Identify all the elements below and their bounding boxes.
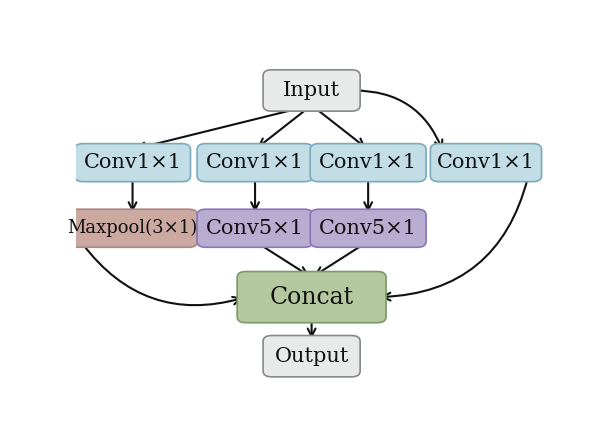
FancyBboxPatch shape	[75, 144, 190, 181]
FancyBboxPatch shape	[310, 209, 426, 247]
Text: Maxpool(3×1): Maxpool(3×1)	[67, 219, 198, 237]
Text: Output: Output	[274, 347, 349, 366]
FancyBboxPatch shape	[197, 144, 313, 181]
Text: Conv1×1: Conv1×1	[437, 153, 535, 172]
FancyBboxPatch shape	[263, 336, 360, 377]
Text: Conv1×1: Conv1×1	[206, 153, 304, 172]
Text: Conv1×1: Conv1×1	[319, 153, 417, 172]
FancyBboxPatch shape	[67, 209, 198, 247]
FancyBboxPatch shape	[263, 70, 360, 111]
Text: Input: Input	[283, 81, 340, 100]
FancyBboxPatch shape	[310, 144, 426, 181]
FancyBboxPatch shape	[197, 209, 313, 247]
Text: Conv5×1: Conv5×1	[319, 219, 417, 238]
Text: Conv5×1: Conv5×1	[206, 219, 304, 238]
FancyBboxPatch shape	[237, 271, 386, 323]
Text: Conv1×1: Conv1×1	[83, 153, 182, 172]
Text: Concat: Concat	[269, 286, 354, 308]
FancyBboxPatch shape	[430, 144, 542, 181]
